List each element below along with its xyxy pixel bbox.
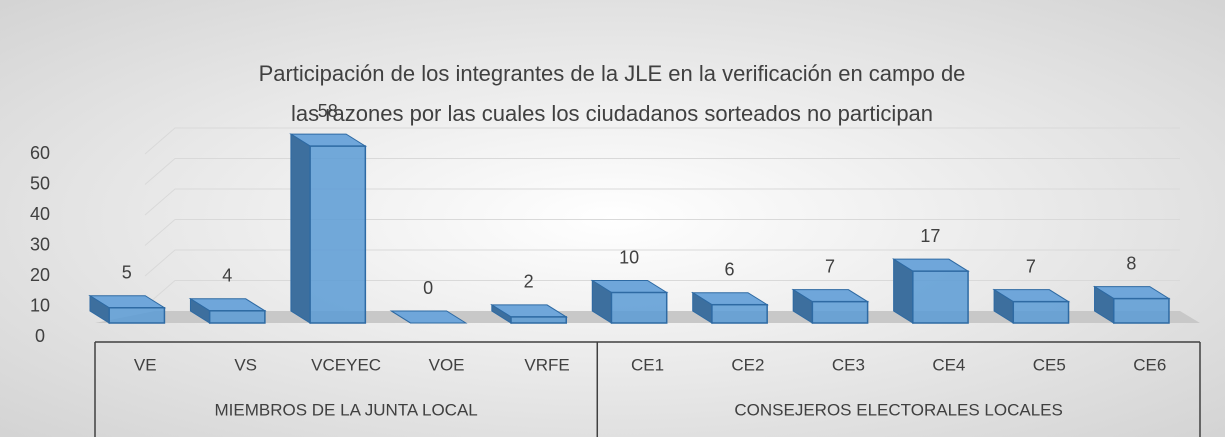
bar-front [108, 307, 166, 324]
y-tick-label: 60 [30, 143, 50, 163]
x-tick-label: CE4 [932, 355, 965, 374]
bar-side [290, 133, 311, 324]
y-tick-label: 20 [30, 265, 50, 285]
y-tick-label: 50 [30, 173, 50, 193]
bar-side [391, 310, 411, 324]
bar-front [912, 270, 969, 324]
bar [1092, 285, 1171, 324]
bar-front [1012, 300, 1070, 324]
x-tick-label: CE1 [631, 355, 664, 374]
bar [490, 303, 569, 324]
bar [992, 288, 1071, 324]
value-label: 58 [318, 101, 338, 121]
value-label: 6 [725, 259, 735, 279]
value-label: 7 [1026, 256, 1036, 276]
value-label: 10 [619, 247, 639, 267]
bar [188, 297, 267, 324]
bar [690, 291, 769, 324]
value-label: 4 [222, 266, 232, 286]
bar-front [208, 310, 266, 324]
x-tick-label: VRFE [524, 355, 569, 374]
x-tick-label: CE3 [832, 355, 865, 374]
grid-line [144, 158, 1180, 185]
value-label: 17 [920, 226, 940, 246]
bar [590, 279, 669, 324]
bar [389, 310, 468, 324]
value-label: 0 [423, 278, 433, 298]
grid-line [144, 219, 1180, 246]
x-tick-label: VCEYEC [311, 355, 381, 374]
value-label: 2 [524, 272, 534, 292]
bar-front [811, 300, 869, 324]
x-tick-label: VS [234, 355, 257, 374]
grid-line [144, 127, 1180, 155]
grid-line [144, 188, 1180, 216]
y-tick-label: 40 [30, 204, 50, 224]
y-tick-label: 10 [30, 295, 50, 315]
group-label: MIEMBROS DE LA JUNTA LOCAL [215, 400, 478, 419]
bar [289, 133, 368, 324]
value-label: 8 [1126, 253, 1136, 273]
x-tick-label: CE2 [731, 355, 764, 374]
group-label: CONSEJEROS ELECTORALES LOCALES [734, 400, 1062, 419]
y-tick-label: 0 [35, 326, 45, 346]
bar [88, 294, 167, 324]
bar-front [711, 303, 768, 324]
bar [791, 288, 870, 324]
grid-line [144, 280, 1180, 307]
grid-line [144, 249, 1180, 277]
chart-title: Participación de los integrantes de la J… [259, 61, 966, 126]
value-label: 7 [825, 256, 835, 276]
x-tick-label: VE [134, 355, 157, 374]
x-tick-label: CE5 [1033, 355, 1066, 374]
bar [891, 258, 970, 324]
bar-front [610, 291, 668, 324]
y-tick-label: 30 [30, 234, 50, 254]
bar-front [510, 316, 568, 324]
bar-front [1112, 297, 1170, 324]
x-tick-label: CE6 [1133, 355, 1166, 374]
bar-front [309, 145, 367, 324]
x-tick-label: VOE [429, 355, 465, 374]
value-label: 5 [122, 263, 132, 283]
